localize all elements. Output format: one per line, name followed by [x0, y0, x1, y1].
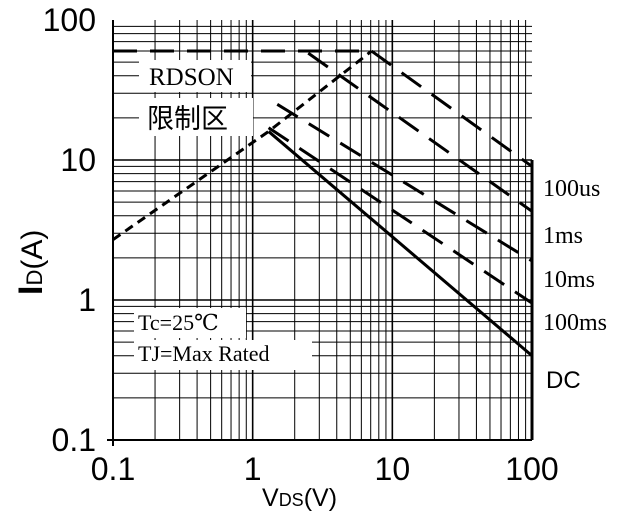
- series-1ms: [307, 51, 533, 213]
- rdson-limit-label: 限制区: [147, 104, 228, 134]
- condition-tj-bg: [134, 340, 312, 370]
- y-tick-label: 10: [60, 142, 96, 178]
- series-DC: [267, 130, 533, 357]
- series-rdson: [112, 49, 373, 241]
- y-axis-label-tail: (A): [16, 230, 49, 270]
- series-label-100ms: 100ms: [543, 310, 607, 336]
- x-axis-label-main: V: [262, 484, 279, 512]
- tick-labels: 0.1 1 10 100 0.1 1 10 100: [43, 2, 559, 487]
- y-axis-label: ID(A): [12, 230, 50, 295]
- series-100ms: [267, 126, 533, 305]
- x-axis-label: VDS(V): [262, 484, 337, 512]
- x-axis-label-tail: (V): [304, 484, 337, 512]
- y-tick-label: 1: [78, 282, 96, 318]
- x-tick-label: 1: [244, 451, 262, 487]
- condition-tc-bg: [134, 308, 246, 338]
- annotation-boxes: [134, 60, 312, 370]
- series-label-10ms: 10ms: [543, 267, 595, 293]
- y-tick-label: 100: [43, 2, 96, 38]
- x-tick-label: 0.1: [91, 451, 135, 487]
- series-10ms: [276, 103, 533, 263]
- y-tick-label: 0.1: [52, 422, 96, 458]
- series-label-1ms: 1ms: [543, 223, 583, 249]
- rdson-limit-label-bg: [139, 98, 253, 136]
- condition-tc: Tc=25℃: [138, 310, 219, 335]
- rdson-label: RDSON: [149, 64, 234, 91]
- series-label-100us: 100us: [543, 176, 600, 202]
- x-tick-label: 10: [375, 451, 411, 487]
- series-100us: [370, 49, 533, 168]
- series-layer: [112, 49, 533, 357]
- y-axis-label-main: I: [12, 286, 50, 295]
- series-label-dc: DC: [546, 367, 581, 394]
- x-tick-label: 100: [505, 451, 558, 487]
- rdson-label-bg: [139, 60, 251, 92]
- y-axis-label-sub: D: [22, 270, 47, 286]
- condition-tj: TJ=Max Rated: [138, 341, 270, 366]
- x-axis-label-sub: DS: [279, 490, 304, 510]
